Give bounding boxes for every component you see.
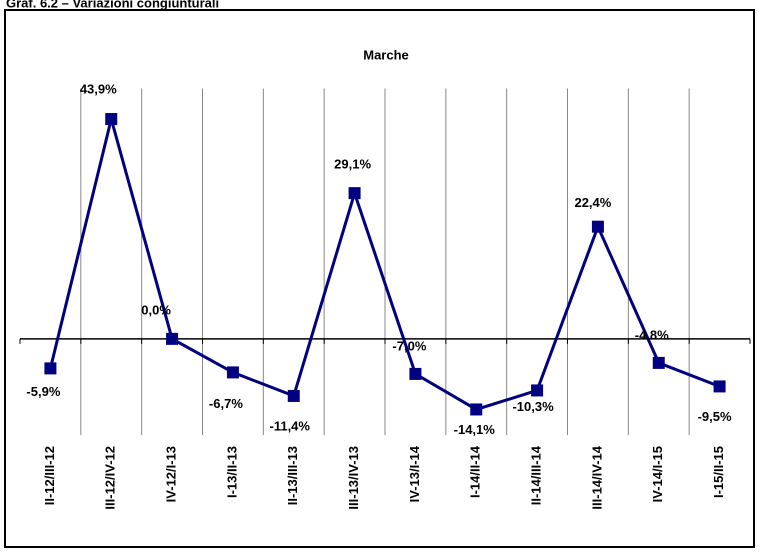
x-tick-label: I-14/II-14 [468, 445, 483, 498]
marker [105, 113, 118, 126]
data-label: -10,3% [512, 399, 554, 414]
marker [531, 384, 544, 397]
marker [348, 187, 361, 200]
x-tick-label: II-12/III-12 [42, 446, 57, 505]
x-tick-label: IV-12/I-13 [164, 446, 179, 502]
marker [287, 389, 300, 402]
marker [166, 332, 179, 345]
data-label: -5,9% [26, 384, 60, 399]
heading: Graf. 6.2 – Variazioni congiunturali [6, 0, 219, 10]
x-tick-label: IV-13/I-14 [407, 445, 422, 502]
marker [470, 403, 483, 416]
data-label: 0,0% [141, 302, 171, 317]
marker [652, 356, 665, 369]
data-label: 43,9% [80, 81, 117, 96]
x-tick-label: II-13/III-13 [285, 446, 300, 505]
marker [409, 367, 422, 380]
data-label: -6,7% [209, 396, 243, 411]
x-tick-label: I-15/II-15 [711, 446, 726, 498]
data-label: 29,1% [334, 157, 371, 172]
x-tick-label: III-14/IV-14 [589, 445, 604, 509]
chart-frame [4, 9, 755, 548]
x-tick-label: III-13/IV-13 [346, 446, 361, 510]
marker [713, 380, 726, 393]
marker [226, 366, 239, 379]
data-label: -4,8% [635, 327, 669, 342]
data-label: -7,0% [392, 338, 426, 353]
chart-title: Marche [363, 47, 409, 62]
x-tick-label: II-14/III-14 [529, 445, 544, 505]
data-label: -11,4% [270, 418, 311, 433]
data-label: -14,1% [454, 422, 496, 437]
data-label: -9,5% [698, 409, 732, 424]
series-line [48, 113, 721, 412]
x-tick-label: I-13/II-13 [224, 446, 239, 498]
x-tick-label: III-12/IV-12 [103, 446, 118, 510]
marker [591, 220, 604, 233]
x-tick-label: IV-14/I-15 [650, 446, 665, 502]
marker [44, 362, 57, 375]
data-label: 22,4% [574, 195, 611, 210]
